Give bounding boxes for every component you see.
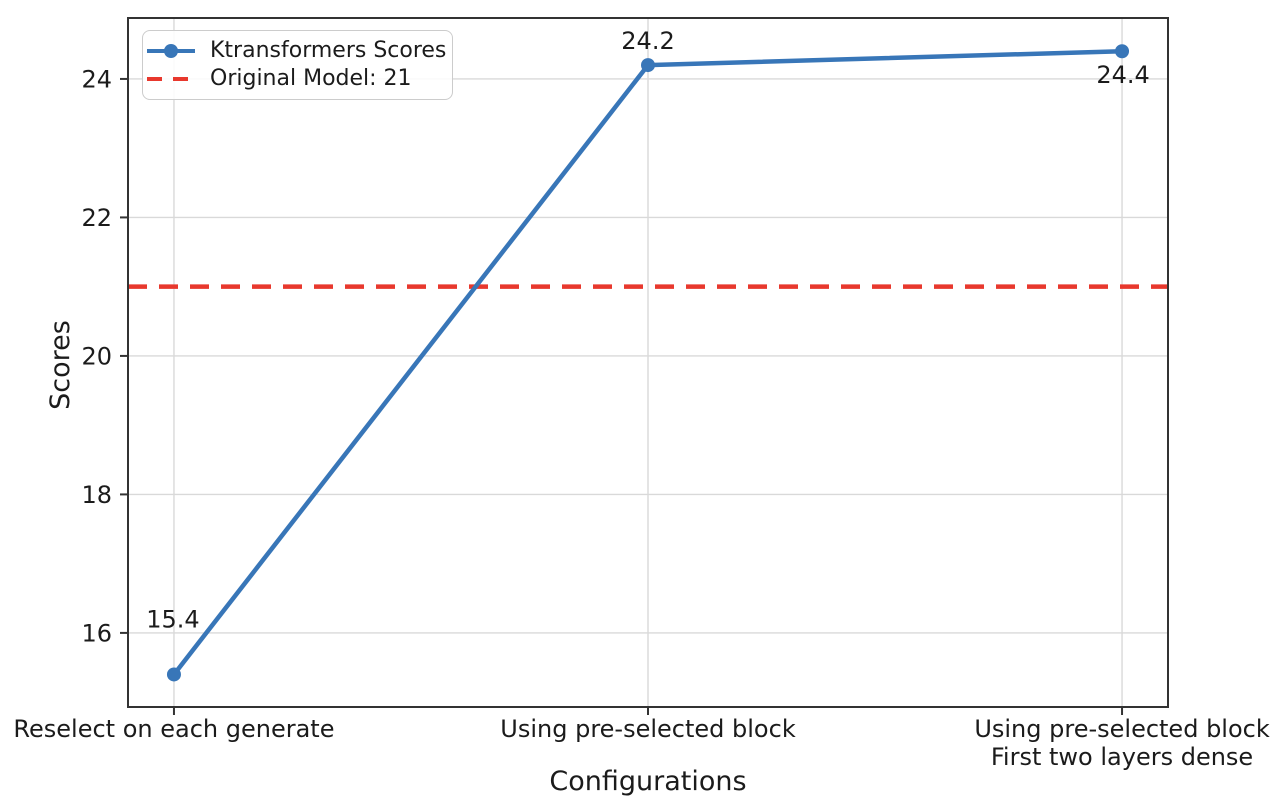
legend-label: Original Model: 21 <box>210 65 412 91</box>
legend-line-sample <box>147 43 195 59</box>
x-axis-label: Configurations <box>549 766 747 797</box>
x-tick-label: First two layers dense <box>991 743 1253 771</box>
y-tick-label: 24 <box>81 65 112 93</box>
series-marker-icon <box>164 43 178 58</box>
data-point-label: 24.4 <box>1096 61 1149 89</box>
y-tick-label: 22 <box>81 204 112 232</box>
y-tick-label: 20 <box>81 342 112 370</box>
legend: Ktransformers Scores Original Model: 21 <box>142 30 453 100</box>
data-point-label: 24.2 <box>621 27 674 55</box>
y-tick-label: 18 <box>81 481 112 509</box>
data-point-marker <box>641 58 655 73</box>
x-tick-label: Using pre-selected block <box>500 715 796 743</box>
legend-item: Original Model: 21 <box>147 65 442 91</box>
legend-item: Ktransformers Scores <box>147 38 446 63</box>
y-tick-label: 16 <box>81 619 112 647</box>
x-tick-label: Using pre-selected block <box>974 715 1270 743</box>
data-point-marker <box>1115 44 1130 59</box>
x-tick-label: Reselect on each generate <box>13 715 334 743</box>
data-point-marker <box>166 667 181 682</box>
data-point-label: 15.4 <box>146 605 199 633</box>
y-axis-label: Scores <box>44 320 76 410</box>
legend-label: Ktransformers Scores <box>210 37 447 63</box>
legend-dash-sample <box>147 76 195 82</box>
